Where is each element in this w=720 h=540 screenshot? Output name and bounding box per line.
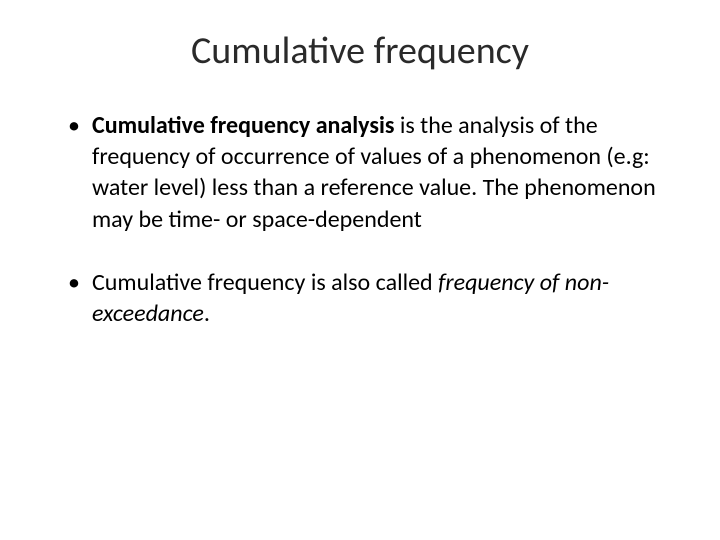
bullet-tail: . (204, 299, 210, 328)
bullet-list: Cumulative frequency analysis is the ana… (48, 110, 672, 329)
slide-title: Cumulative frequency (48, 28, 672, 74)
bullet-text: Cumulative frequency is also called (92, 268, 438, 297)
bold-lead: Cumulative frequency analysis (92, 111, 394, 140)
list-item: Cumulative frequency analysis is the ana… (68, 110, 672, 235)
list-item: Cumulative frequency is also called freq… (68, 267, 672, 329)
slide: Cumulative frequency Cumulative frequenc… (0, 0, 720, 540)
